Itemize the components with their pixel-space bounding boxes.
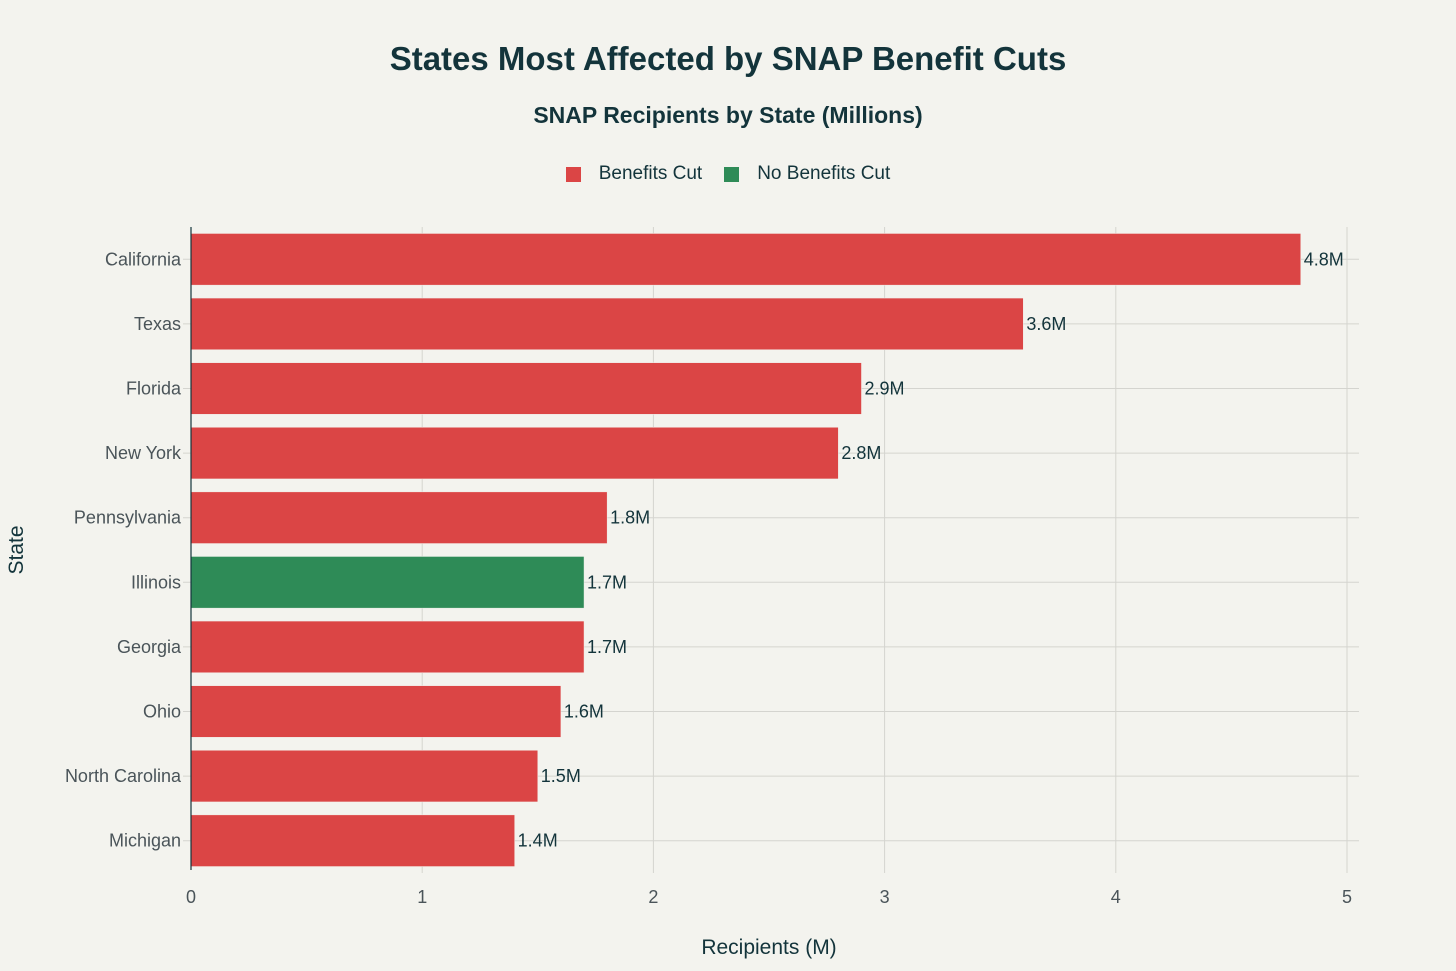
x-axis-title: Recipients (M): [701, 936, 836, 959]
y-axis-title: State: [5, 525, 28, 574]
data-label: 2.8M: [841, 443, 881, 463]
bar-pennsylvania: [190, 491, 608, 544]
bar-michigan: [190, 814, 515, 867]
chart-subtitle: SNAP Recipients by State (Millions): [533, 102, 923, 128]
data-label: 1.7M: [587, 572, 627, 592]
legend-label: Benefits Cut: [598, 163, 703, 184]
y-tick-label: California: [105, 249, 182, 269]
y-tick-label: Texas: [134, 314, 181, 334]
y-tick-label: New York: [105, 443, 182, 463]
bar-north-carolina: [190, 750, 539, 803]
y-tick-label: Pennsylvania: [74, 508, 182, 528]
legend-swatch-no-benefits-cut: [724, 166, 740, 182]
y-tick-label: Michigan: [109, 831, 181, 851]
y-tick-label: Georgia: [117, 637, 182, 657]
data-label: 4.8M: [1304, 249, 1344, 269]
y-tick-label: Florida: [126, 379, 182, 399]
y-tick-label: Ohio: [143, 702, 181, 722]
data-label: 1.6M: [564, 702, 604, 722]
x-tick-label: 5: [1342, 887, 1352, 907]
legend-label: No Benefits Cut: [757, 163, 891, 184]
bar-ohio: [190, 685, 562, 738]
bar-florida: [190, 362, 862, 415]
x-tick-label: 3: [880, 887, 890, 907]
y-tick-label: Illinois: [131, 572, 181, 592]
x-tick-label: 0: [186, 887, 196, 907]
data-label: 1.4M: [518, 831, 558, 851]
bar-georgia: [190, 620, 585, 673]
x-tick-label: 1: [417, 887, 427, 907]
legend: Benefits Cut No Benefits Cut: [0, 163, 1456, 185]
bar-illinois: [190, 556, 585, 609]
bar-texas: [190, 297, 1024, 350]
chart-title: States Most Affected by SNAP Benefit Cut…: [389, 40, 1067, 77]
legend-item-benefits-cut[interactable]: Benefits Cut: [565, 163, 703, 185]
data-label: 1.7M: [587, 637, 627, 657]
data-label: 1.8M: [610, 508, 650, 528]
legend-item-no-benefits-cut[interactable]: No Benefits Cut: [724, 163, 890, 185]
data-label: 2.9M: [864, 379, 904, 399]
x-tick-label: 4: [1111, 887, 1121, 907]
data-label: 3.6M: [1026, 314, 1066, 334]
legend-swatch-benefits-cut: [565, 166, 581, 182]
data-label: 1.5M: [541, 766, 581, 786]
bar-new-york: [190, 427, 839, 480]
bar-california: [190, 233, 1302, 286]
x-tick-label: 2: [648, 887, 658, 907]
y-tick-label: North Carolina: [65, 766, 182, 786]
